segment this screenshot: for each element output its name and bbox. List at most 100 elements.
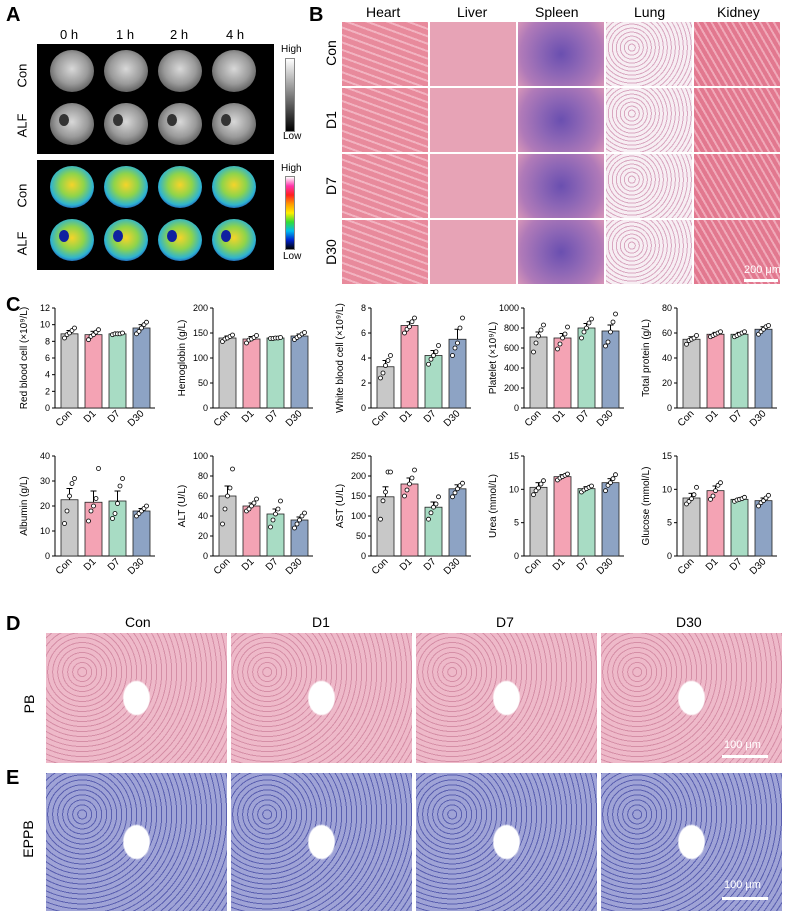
y-tick-label: 200 [351, 471, 366, 481]
y-tick-label: 400 [504, 363, 519, 373]
y-tick-label: 20 [198, 531, 208, 541]
mri-lesion [59, 114, 69, 126]
histology-tile-spleen [518, 154, 604, 218]
data-point [538, 327, 544, 333]
bar [577, 488, 596, 557]
mri-color-slice [104, 166, 148, 208]
panel-label-b: B [309, 4, 324, 26]
mri-color-images [50, 166, 256, 261]
y-tick-label: 60 [198, 491, 208, 501]
data-point [433, 501, 439, 507]
histology-tile-spleen [518, 88, 604, 152]
bar [706, 333, 725, 409]
y-tick-label: 100 [351, 511, 366, 521]
y-tick-label: 6 [45, 353, 50, 363]
mri-slice [158, 103, 202, 145]
data-point [409, 475, 415, 481]
y-tick-label: 0 [203, 551, 208, 561]
bar [290, 335, 309, 409]
pb-stain-tile [231, 633, 412, 763]
bar [290, 519, 309, 557]
data-point [292, 525, 297, 531]
scale-bar-b [744, 279, 778, 282]
bar [60, 499, 79, 557]
scale-bar-label-e: 100 μm [724, 879, 761, 891]
x-tick-label: D7 [422, 408, 439, 425]
data-point [407, 481, 412, 487]
mri-gray-panel [37, 44, 274, 154]
data-point [409, 319, 415, 325]
x-tick-label: Con [370, 556, 391, 577]
data-point [589, 483, 594, 489]
mri-color-lesion [113, 230, 123, 242]
mri-lesion [167, 114, 177, 126]
data-point [541, 322, 546, 328]
x-tick-label: D1 [704, 556, 721, 573]
data-point [589, 316, 594, 322]
panel-label-c: C [6, 294, 21, 316]
y-tick-label: 40 [662, 353, 672, 363]
x-tick-label: D1 [398, 556, 415, 573]
x-tick-label: Con [54, 556, 75, 577]
group-label: D7 [323, 177, 339, 195]
y-tick-label: 8 [45, 336, 50, 346]
x-tick-label: Con [370, 408, 391, 429]
color-scale-low: Low [283, 251, 302, 262]
mri-color-panel [37, 160, 274, 270]
gray-scale-bar [285, 58, 295, 132]
bar [601, 482, 620, 557]
data-point [536, 485, 541, 491]
data-point [694, 333, 699, 338]
x-tick-label: Con [523, 408, 544, 429]
y-tick-label: 1000 [499, 303, 519, 313]
pb-stain-tile [601, 633, 782, 763]
timepoint-label: 4 h [226, 27, 245, 42]
data-point [603, 488, 608, 494]
histology-tile-kidney [694, 22, 780, 86]
y-tick-label: 20 [662, 378, 672, 388]
data-point [433, 349, 439, 355]
gray-scale-low: Low [283, 131, 302, 142]
data-point [294, 521, 300, 527]
x-tick-label: D7 [264, 556, 281, 573]
data-point [610, 476, 616, 482]
mri-color-lesion [167, 230, 177, 242]
bar [754, 328, 773, 409]
y-axis-label: AST (U/L) [335, 484, 346, 528]
x-tick-label: D1 [551, 556, 568, 573]
timepoint-label: 2 h [170, 27, 189, 42]
data-point [275, 506, 281, 512]
mri-color-lesion [221, 230, 231, 242]
data-point [93, 496, 99, 501]
data-point [613, 472, 618, 478]
group-label: D1 [323, 111, 339, 129]
y-tick-label: 0 [361, 551, 366, 561]
y-axis-label: White blood cell (×10⁹/L) [335, 303, 346, 413]
data-point [460, 315, 465, 321]
x-tick-label: D30 [284, 556, 305, 577]
group-label: D30 [323, 239, 339, 265]
data-point [531, 349, 536, 355]
data-point [139, 325, 144, 331]
data-point [452, 490, 458, 496]
mri-lesion [221, 114, 231, 126]
mri-slice [212, 50, 256, 92]
y-tick-label: 200 [193, 303, 208, 313]
x-tick-label: Con [54, 408, 75, 429]
bar-chart: 0 20 40 60 80 Total protein (g/L) Con D1 D7 D30 [641, 303, 777, 429]
histology-tile-heart [342, 22, 428, 86]
x-tick-label: D1 [240, 556, 257, 573]
data-point [144, 503, 149, 509]
row-label-eppb: EPPB [20, 820, 36, 858]
data-point [565, 471, 570, 477]
data-point [268, 524, 273, 530]
data-point [450, 494, 455, 500]
eppb-stain-tile [601, 773, 782, 911]
y-tick-label: 5 [514, 518, 519, 528]
data-point [72, 476, 77, 481]
x-tick-label: D7 [728, 408, 745, 425]
bar [730, 498, 749, 557]
bar [132, 327, 151, 409]
